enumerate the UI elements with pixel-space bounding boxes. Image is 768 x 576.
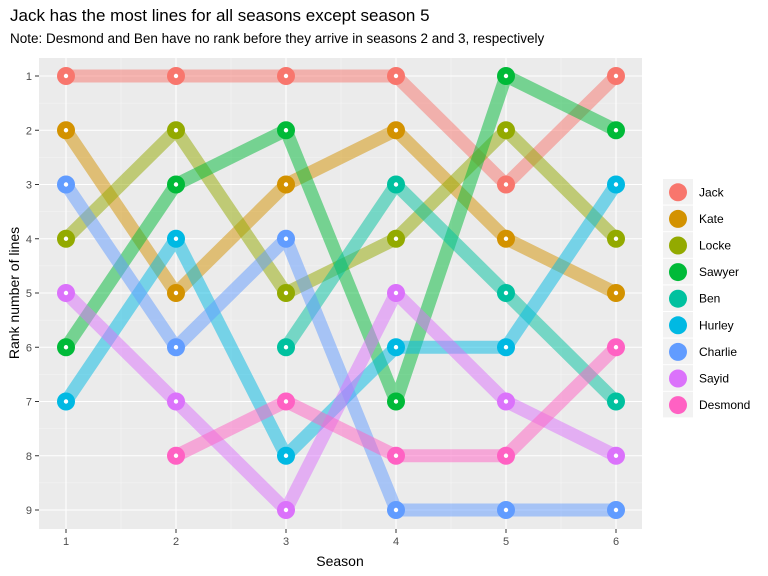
data-point-center bbox=[503, 507, 509, 513]
x-tick-label: 1 bbox=[63, 536, 69, 548]
chart-title: Jack has the most lines for all seasons … bbox=[10, 6, 430, 25]
data-point-center bbox=[393, 182, 399, 187]
data-point-center bbox=[63, 290, 69, 296]
data-point-center bbox=[63, 399, 69, 404]
data-point-center bbox=[283, 399, 289, 404]
data-point-center bbox=[613, 345, 619, 350]
legend-label-kate: Kate bbox=[699, 212, 724, 226]
data-point-center bbox=[393, 453, 399, 458]
data-point-center bbox=[613, 399, 619, 404]
data-point-center bbox=[503, 73, 509, 79]
data-point-center bbox=[63, 73, 69, 79]
series-line-charlie bbox=[60, 180, 616, 517]
series-line-sayid bbox=[61, 286, 619, 517]
data-point-center bbox=[63, 128, 69, 133]
data-point-center bbox=[283, 128, 289, 133]
series-line-jack bbox=[66, 69, 621, 191]
x-axis-ticks: 1 2 3 4 5 6 bbox=[63, 529, 619, 548]
y-axis-title: Rank number of lines bbox=[6, 227, 22, 359]
data-point-center bbox=[613, 128, 619, 133]
legend-key-desmond bbox=[669, 396, 687, 415]
y-tick-label: 6 bbox=[26, 342, 32, 354]
chart-subtitle: Note: Desmond and Ben have no rank befor… bbox=[10, 31, 545, 46]
legend-label-locke: Locke bbox=[699, 239, 731, 253]
data-point-center bbox=[503, 182, 509, 187]
data-point-center bbox=[613, 453, 619, 458]
series-line-ben bbox=[280, 178, 621, 407]
legend-key-hurley bbox=[669, 316, 687, 335]
data-point-center bbox=[283, 73, 289, 79]
y-tick-label: 8 bbox=[26, 451, 32, 463]
legend-label-desmond: Desmond bbox=[699, 398, 750, 412]
data-point-center bbox=[393, 345, 399, 350]
y-tick-label: 2 bbox=[26, 125, 32, 137]
legend-label-hurley: Hurley bbox=[699, 318, 734, 332]
data-point-center bbox=[173, 236, 179, 241]
y-tick-label: 7 bbox=[26, 397, 32, 409]
y-tick-label: 5 bbox=[26, 288, 32, 300]
y-tick-label: 1 bbox=[26, 71, 32, 83]
data-point-center bbox=[393, 128, 399, 133]
legend-label-ben: Ben bbox=[699, 292, 720, 306]
data-point-center bbox=[173, 290, 179, 296]
x-tick-label: 4 bbox=[393, 536, 399, 548]
data-point-center bbox=[283, 182, 289, 187]
data-point-center bbox=[283, 507, 289, 513]
series-points bbox=[57, 67, 625, 519]
y-tick-label: 4 bbox=[26, 234, 32, 246]
legend-label-sayid: Sayid bbox=[699, 372, 729, 386]
data-point-center bbox=[173, 399, 179, 404]
legend-key-charlie bbox=[669, 342, 687, 361]
legend-key-kate bbox=[669, 209, 687, 228]
data-point-center bbox=[503, 236, 509, 241]
data-point-center bbox=[503, 453, 509, 458]
data-point-center bbox=[613, 182, 619, 187]
legend-label-charlie: Charlie bbox=[699, 345, 737, 359]
x-tick-label: 2 bbox=[173, 536, 179, 548]
data-point-center bbox=[173, 128, 179, 133]
data-point-center bbox=[173, 453, 179, 458]
data-point-center bbox=[63, 236, 69, 241]
legend-key-locke bbox=[669, 236, 687, 255]
legend-key-sawyer bbox=[669, 263, 687, 282]
data-point-center bbox=[503, 345, 509, 350]
y-axis-ticks: 1 2 3 4 5 6 7 8 9 bbox=[26, 71, 39, 517]
data-point-center bbox=[503, 128, 509, 133]
x-tick-label: 3 bbox=[283, 536, 289, 548]
legend-label-jack: Jack bbox=[699, 185, 725, 199]
data-point-center bbox=[613, 290, 619, 296]
data-point-center bbox=[393, 73, 399, 79]
legend-key-ben bbox=[669, 289, 687, 308]
legend-label-sawyer: Sawyer bbox=[699, 265, 739, 279]
data-point-center bbox=[283, 453, 289, 458]
y-tick-label: 3 bbox=[26, 180, 32, 192]
data-point-center bbox=[283, 290, 289, 296]
series-lines bbox=[60, 69, 622, 517]
legend-key-jack bbox=[669, 183, 687, 202]
legend: Jack Kate Locke Sawyer Ben Hurley Charlie Sayid… bbox=[663, 179, 750, 418]
x-tick-label: 6 bbox=[613, 536, 619, 548]
data-point-center bbox=[613, 73, 619, 79]
x-tick-label: 5 bbox=[503, 536, 509, 548]
data-point-center bbox=[613, 507, 619, 513]
data-point-center bbox=[613, 236, 619, 241]
data-point-center bbox=[393, 290, 399, 296]
data-point-center bbox=[63, 345, 69, 350]
data-point-center bbox=[393, 399, 399, 404]
data-point-center bbox=[63, 182, 69, 187]
data-point-center bbox=[503, 290, 509, 296]
data-point-center bbox=[173, 182, 179, 187]
data-point-center bbox=[173, 345, 179, 350]
data-point-center bbox=[283, 236, 289, 241]
legend-key-sayid bbox=[669, 369, 687, 388]
x-axis-title: Season bbox=[316, 553, 363, 569]
data-point-center bbox=[393, 507, 399, 513]
data-point-center bbox=[503, 399, 509, 404]
y-tick-label: 9 bbox=[26, 505, 32, 517]
data-point-center bbox=[393, 236, 399, 241]
data-point-center bbox=[173, 73, 179, 79]
data-point-center bbox=[283, 345, 289, 350]
